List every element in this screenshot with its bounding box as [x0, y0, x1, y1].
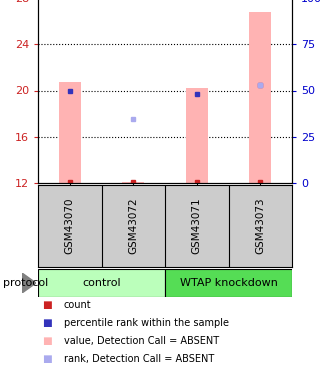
Text: count: count: [64, 300, 92, 310]
Bar: [165, 269, 292, 297]
Text: GSM43073: GSM43073: [255, 198, 265, 254]
Polygon shape: [22, 273, 36, 293]
Text: ■: ■: [42, 336, 51, 346]
Text: control: control: [82, 278, 121, 288]
Bar: [59, 82, 81, 183]
Text: value, Detection Call = ABSENT: value, Detection Call = ABSENT: [64, 336, 219, 346]
Text: protocol: protocol: [3, 278, 48, 288]
Bar: [186, 88, 208, 183]
Text: ■: ■: [42, 354, 51, 364]
Bar: [249, 12, 271, 183]
Text: GSM43071: GSM43071: [192, 198, 202, 254]
Text: WTAP knockdown: WTAP knockdown: [180, 278, 277, 288]
Text: GSM43070: GSM43070: [65, 198, 75, 254]
Text: rank, Detection Call = ABSENT: rank, Detection Call = ABSENT: [64, 354, 214, 364]
Bar: [122, 182, 144, 183]
Text: ■: ■: [42, 318, 51, 328]
Bar: [38, 269, 165, 297]
Text: ■: ■: [42, 300, 51, 310]
Text: GSM43072: GSM43072: [128, 198, 138, 254]
Text: percentile rank within the sample: percentile rank within the sample: [64, 318, 229, 328]
